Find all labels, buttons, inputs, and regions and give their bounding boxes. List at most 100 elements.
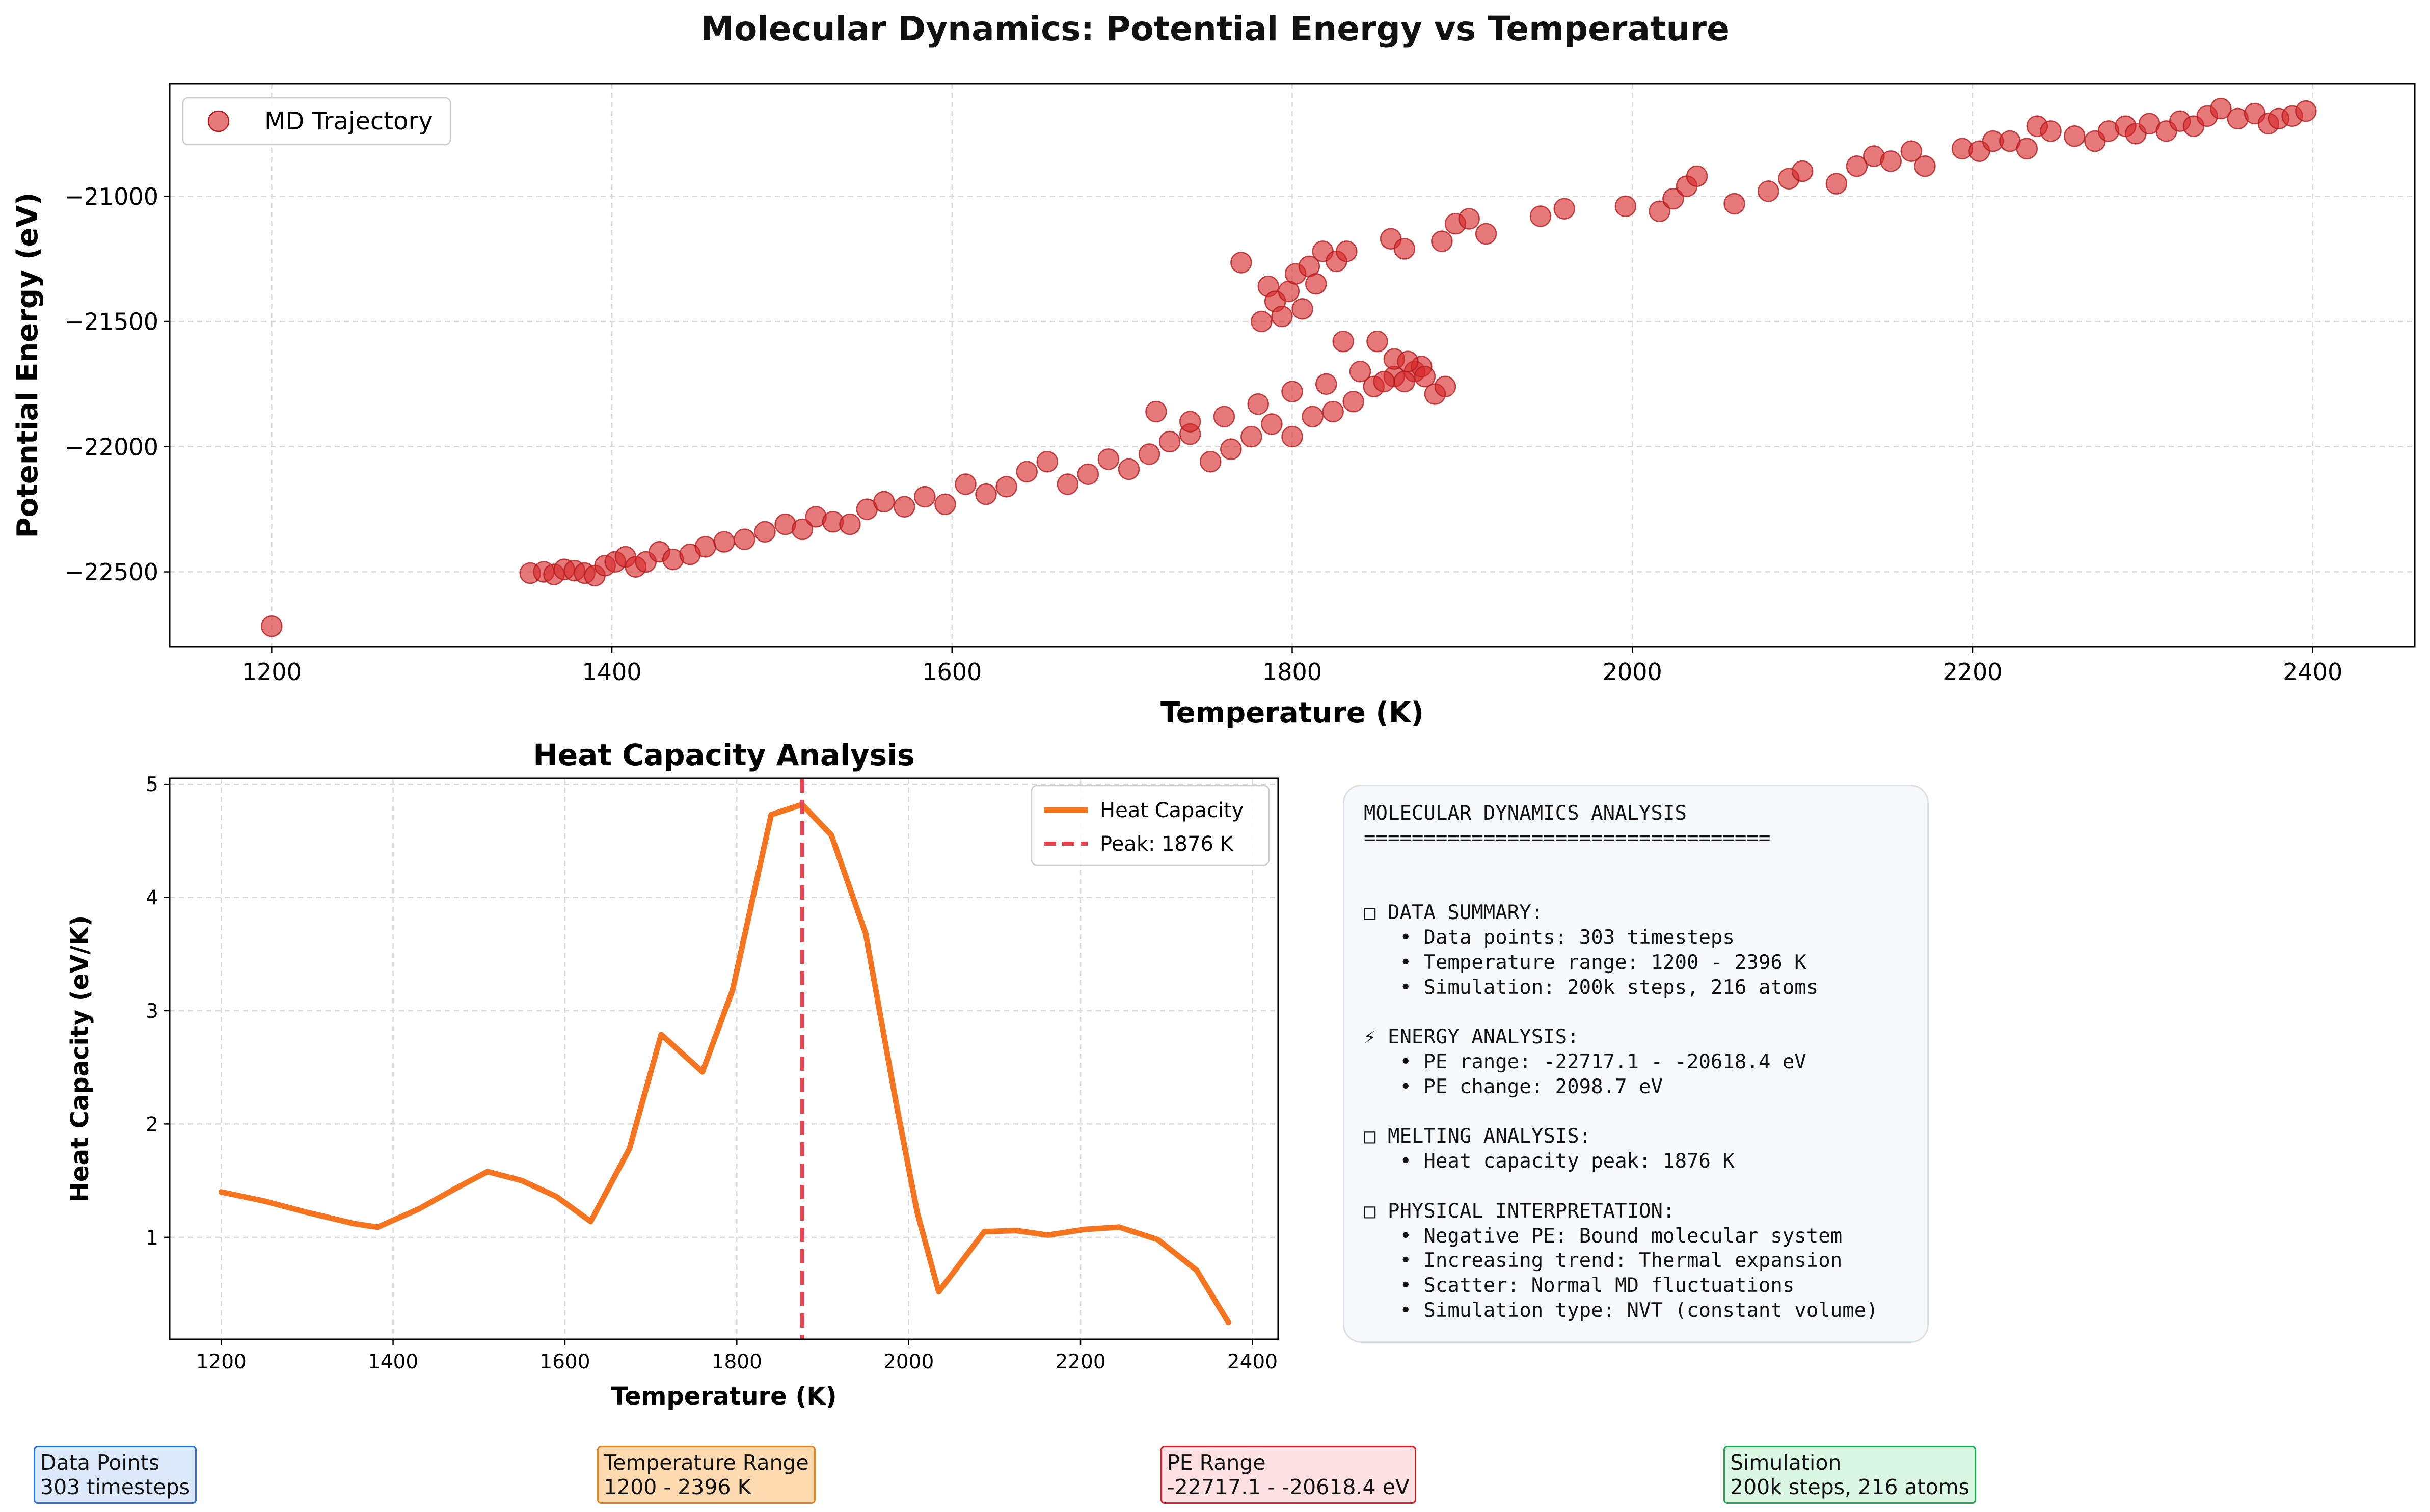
x-tick-label: 1800 — [1262, 658, 1322, 686]
x-tick-label: 2200 — [1055, 1351, 1105, 1373]
heat-capacity-line — [218, 801, 1231, 1326]
x-axis-label: Temperature (K) — [611, 1382, 836, 1411]
legend-label: Heat Capacity — [1100, 799, 1244, 822]
scatter-point — [713, 531, 735, 553]
summary-line: • Data points: 303 timesteps — [1364, 926, 1735, 949]
scatter-point — [1414, 365, 1436, 388]
scatter-point — [975, 483, 997, 505]
x-tick-label: 1200 — [242, 658, 302, 686]
scatter-point — [1230, 252, 1252, 274]
scatter-point — [1336, 240, 1358, 262]
x-tick-label: 2000 — [1603, 658, 1662, 686]
scatter-point — [894, 496, 915, 518]
x-tick-label: 2400 — [2283, 658, 2342, 686]
scatter-point — [1271, 305, 1293, 328]
y-tick-label: 4 — [146, 887, 158, 910]
summary-line: □ PHYSICAL INTERPRETATION: — [1364, 1199, 1675, 1223]
scatter-point — [1251, 310, 1273, 333]
stat-box-label: Temperature Range — [604, 1450, 809, 1475]
y-tick-label: 5 — [146, 773, 158, 796]
scatter-point — [1825, 173, 1848, 195]
legend-box — [1031, 785, 1270, 866]
scatter-point — [1199, 450, 1222, 473]
y-tick-label: −21000 — [64, 183, 158, 210]
scatter-point — [955, 473, 977, 495]
scatter-point — [1281, 425, 1303, 448]
x-tick-label: 1200 — [196, 1351, 247, 1373]
plot-frame — [169, 777, 1279, 1340]
scatter-point — [1057, 473, 1079, 495]
summary-line: • PE change: 2098.7 eV — [1364, 1075, 1663, 1098]
scatter-point — [1077, 463, 1099, 485]
scatter-point — [1036, 450, 1058, 473]
y-tick-label: −21500 — [64, 308, 158, 336]
x-tick-label: 2200 — [1942, 658, 2002, 686]
legend-box — [182, 97, 451, 146]
scatter-point — [261, 615, 283, 637]
summary-line: • Simulation type: NVT (constant volume) — [1364, 1299, 1878, 1322]
summary-line: □ DATA SUMMARY: — [1364, 901, 1544, 925]
scatter-point — [1397, 350, 1419, 372]
x-tick-label: 1800 — [712, 1351, 762, 1373]
summary-line — [1364, 1000, 1908, 1025]
summary-line — [1364, 1100, 1908, 1125]
scatter-point — [1261, 413, 1283, 435]
scatter-point — [1846, 155, 1868, 177]
scatter-point — [873, 491, 895, 513]
scatter-point — [1723, 193, 1745, 215]
legend-label: Peak: 1876 K — [1100, 832, 1234, 856]
scatter-point — [1322, 400, 1344, 423]
x-tick-label: 1400 — [582, 658, 642, 686]
scatter-point — [754, 521, 776, 543]
scatter-point — [1240, 425, 1262, 448]
scatter-point — [1349, 361, 1371, 383]
x-axis-label: Temperature (K) — [1160, 696, 1424, 730]
scatter-point — [1475, 223, 1497, 245]
scatter-point — [839, 513, 861, 535]
x-tick-label: 1400 — [368, 1351, 418, 1373]
scatter-point — [1686, 165, 1708, 187]
stat-box-label: Data Points — [40, 1450, 160, 1475]
scatter-point — [1145, 400, 1167, 423]
scatter-point — [1281, 381, 1303, 402]
scatter-point — [1758, 180, 1779, 202]
scatter-point — [1097, 448, 1120, 470]
scatter-point — [1138, 443, 1160, 465]
scatter-point — [1553, 198, 1575, 220]
y-tick-label: −22000 — [64, 433, 158, 461]
scatter-point — [2295, 100, 2317, 122]
scatter-point — [1342, 391, 1364, 413]
stat-box-temperature-range: Temperature Range 1200 - 2396 K — [597, 1446, 816, 1504]
scatter-point — [1315, 373, 1337, 395]
stat-box-label: PE Range — [1167, 1450, 1266, 1475]
scatter-point — [734, 528, 755, 550]
scatter-point — [791, 518, 814, 541]
scatter-point — [1431, 230, 1453, 252]
scatter-point — [1662, 187, 1684, 210]
legend-marker — [207, 110, 230, 132]
scatter-point — [1366, 331, 1388, 353]
y-axis-label: Heat Capacity (eV/K) — [66, 915, 94, 1202]
scatter-point — [1118, 458, 1140, 480]
scatter-point — [1302, 406, 1324, 428]
scatter-point — [1791, 160, 1814, 182]
scatter-point — [1305, 273, 1327, 295]
x-tick-label: 1600 — [539, 1351, 590, 1373]
scatter-point — [1291, 298, 1313, 320]
summary-line: • Increasing trend: Thermal expansion — [1364, 1249, 1843, 1273]
scatter-point — [1373, 370, 1395, 393]
chart-title: Heat Capacity Analysis — [533, 738, 914, 772]
summary-line: MOLECULAR DYNAMICS ANALYSIS — [1364, 802, 1687, 825]
scatter-point — [1529, 205, 1552, 227]
summary-line: • Heat capacity peak: 1876 K — [1364, 1150, 1735, 1173]
scatter-point — [1434, 375, 1456, 398]
stat-box-data-points: Data Points 303 timesteps — [34, 1446, 197, 1504]
scatter-point — [914, 485, 936, 508]
scatter-point — [1332, 331, 1354, 353]
stat-box-value: -22717.1 - -20618.4 eV — [1167, 1475, 1410, 1499]
stat-box-label: Simulation — [1730, 1450, 1842, 1475]
x-tick-label: 2000 — [883, 1351, 934, 1373]
plot-frame — [169, 83, 2416, 648]
scatter-point — [1393, 238, 1416, 260]
scatter-point — [1614, 195, 1637, 218]
